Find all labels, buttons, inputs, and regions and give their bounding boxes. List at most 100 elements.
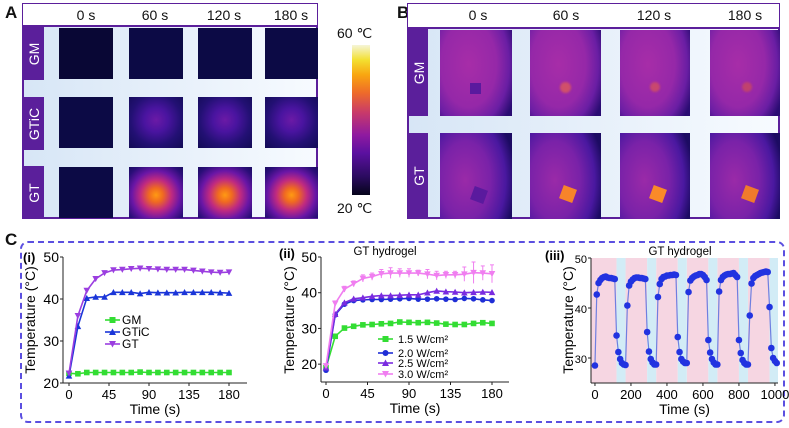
data-point <box>350 323 357 330</box>
data-point <box>92 293 99 300</box>
data-point <box>415 319 422 326</box>
data-point <box>451 272 459 279</box>
data-point <box>470 289 477 296</box>
row-label-gt: GT <box>24 166 44 219</box>
legend-label: GTiC <box>122 325 150 339</box>
row-label-gm: GM <box>24 27 44 80</box>
series-3-0-w-cm-: 3.0 W/cm² <box>322 261 496 381</box>
laser-off-band <box>677 258 687 383</box>
data-point <box>414 270 422 277</box>
time-label: 0 s <box>76 7 96 23</box>
mouse-thermal-image <box>620 30 690 116</box>
data-point <box>154 289 162 296</box>
data-point <box>461 295 468 302</box>
x-tick-label: 600 <box>692 387 714 402</box>
data-point <box>109 341 116 348</box>
data-point <box>443 296 449 302</box>
data-point <box>488 270 496 278</box>
row-label-gm: GM <box>409 29 428 116</box>
laser-on-band <box>717 258 739 383</box>
data-point <box>470 320 477 327</box>
data-point <box>217 369 223 376</box>
y-tick-label: 20 <box>43 375 59 391</box>
laser-on-band <box>625 258 648 383</box>
laser-on-band <box>747 258 770 383</box>
data-point <box>433 272 440 279</box>
time-label: 180 s <box>727 7 763 23</box>
data-point <box>748 280 755 287</box>
data-point <box>479 270 487 277</box>
data-point <box>488 289 496 296</box>
data-point <box>359 275 367 282</box>
data-point <box>369 321 375 328</box>
data-point <box>216 269 224 276</box>
x-tick-label: 90 <box>402 386 416 401</box>
thermal-image <box>129 28 183 79</box>
data-point <box>442 288 450 295</box>
data-point <box>207 288 215 296</box>
data-point <box>613 332 620 339</box>
y-tick-label: 40 <box>575 304 587 316</box>
thermal-image <box>129 167 183 218</box>
data-point <box>387 292 394 299</box>
panel-c-label: C <box>5 230 18 249</box>
legend-label: 2.0 W/cm² <box>398 348 448 360</box>
data-point <box>387 320 394 327</box>
colorbar <box>352 45 370 195</box>
data-point <box>101 293 108 300</box>
legend-label: 1.5 W/cm² <box>398 334 448 346</box>
data-point <box>172 369 179 376</box>
panel-b-time-header: 0 s 60 s 120 s 180 s <box>407 3 780 28</box>
data-point <box>172 266 179 273</box>
data-point <box>110 369 117 376</box>
data-point <box>735 336 743 344</box>
thermal-image <box>59 167 113 218</box>
x-tick-label: 0 <box>65 387 72 402</box>
x-tick-label: 400 <box>656 387 678 402</box>
data-point <box>378 292 385 299</box>
data-point <box>332 333 339 340</box>
data-point <box>359 294 367 301</box>
y-axis-label: Temperature (°C) <box>560 266 576 374</box>
data-point <box>382 336 389 342</box>
x-tick-label: 200 <box>620 387 642 402</box>
x-axis-label: Time (s) <box>130 401 181 417</box>
data-point <box>593 291 601 298</box>
data-point <box>225 269 233 276</box>
x-tick-label: 0 <box>591 387 598 402</box>
data-point <box>424 289 431 296</box>
x-tick-label: 135 <box>178 387 200 402</box>
panel-sublabel: (i) <box>23 250 35 265</box>
panel-b-thermal-grid: GM GT <box>407 27 780 219</box>
laser-off-band <box>708 258 718 383</box>
data-point <box>452 296 458 303</box>
data-point <box>645 348 653 355</box>
y-axis-label: Temperature (°C) <box>22 266 38 374</box>
data-point <box>368 292 376 300</box>
panel-sublabel: (iii) <box>545 248 565 263</box>
data-point <box>443 321 449 327</box>
data-point <box>119 369 126 376</box>
panel-a-label: A <box>5 3 18 22</box>
data-point <box>190 369 197 376</box>
data-point <box>341 286 348 293</box>
data-point <box>216 289 224 296</box>
data-point <box>226 369 232 376</box>
series-gt: GT <box>65 265 233 377</box>
data-point <box>92 276 99 283</box>
data-point <box>83 287 91 294</box>
chart-ii: 20 30 40 50 0 45 90 135 180 Time (s) Temperature (… <box>279 246 509 416</box>
data-point <box>470 295 477 302</box>
data-point <box>433 287 440 294</box>
data-point <box>101 270 108 277</box>
time-label: 120 s <box>636 7 672 23</box>
data-point <box>452 321 458 328</box>
laser-on-band <box>656 258 678 383</box>
time-label: 0 s <box>468 7 488 23</box>
row-label-gt: GT <box>409 133 428 219</box>
data-point <box>470 269 477 277</box>
y-tick-label: 30 <box>43 333 59 349</box>
data-point <box>163 289 171 296</box>
data-point <box>136 290 144 297</box>
